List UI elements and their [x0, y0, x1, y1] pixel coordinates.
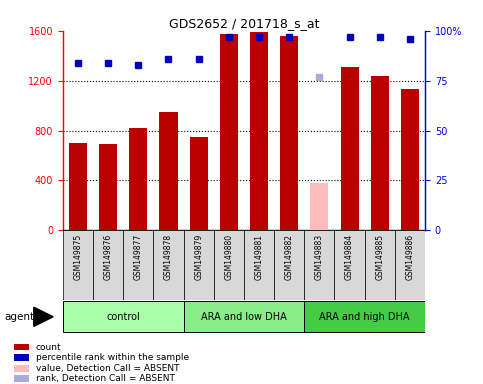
- Bar: [14, 365, 29, 372]
- Bar: [69, 143, 87, 230]
- Bar: [129, 128, 147, 230]
- Title: GDS2652 / 201718_s_at: GDS2652 / 201718_s_at: [169, 17, 319, 30]
- Text: GSM149880: GSM149880: [224, 234, 233, 280]
- Bar: [304, 301, 425, 332]
- Bar: [244, 230, 274, 300]
- Text: count: count: [36, 343, 61, 351]
- Text: control: control: [106, 312, 140, 322]
- Bar: [371, 76, 389, 230]
- Text: GSM149878: GSM149878: [164, 234, 173, 280]
- Bar: [395, 230, 425, 300]
- Text: percentile rank within the sample: percentile rank within the sample: [36, 353, 189, 362]
- Text: GSM149879: GSM149879: [194, 234, 203, 280]
- Bar: [365, 230, 395, 300]
- Bar: [93, 230, 123, 300]
- Text: rank, Detection Call = ABSENT: rank, Detection Call = ABSENT: [36, 374, 175, 383]
- Bar: [123, 230, 154, 300]
- Text: ARA and low DHA: ARA and low DHA: [201, 312, 287, 322]
- Bar: [184, 301, 304, 332]
- Bar: [184, 230, 213, 300]
- Text: GSM149876: GSM149876: [103, 234, 113, 280]
- Text: GSM149886: GSM149886: [405, 234, 414, 280]
- Text: ARA and high DHA: ARA and high DHA: [319, 312, 410, 322]
- Text: GSM149882: GSM149882: [284, 234, 294, 280]
- Bar: [304, 230, 334, 300]
- Text: GSM149877: GSM149877: [134, 234, 143, 280]
- Bar: [334, 230, 365, 300]
- Text: GSM149885: GSM149885: [375, 234, 384, 280]
- Text: agent: agent: [5, 312, 35, 322]
- Bar: [280, 36, 298, 230]
- Bar: [220, 35, 238, 230]
- Bar: [154, 230, 184, 300]
- Text: GSM149884: GSM149884: [345, 234, 354, 280]
- Bar: [401, 89, 419, 230]
- Bar: [274, 230, 304, 300]
- Bar: [63, 301, 184, 332]
- Bar: [159, 112, 178, 230]
- Bar: [14, 354, 29, 361]
- Text: value, Detection Call = ABSENT: value, Detection Call = ABSENT: [36, 364, 179, 372]
- Bar: [311, 183, 328, 230]
- Bar: [63, 230, 93, 300]
- Bar: [250, 32, 268, 230]
- Bar: [213, 230, 244, 300]
- Bar: [14, 344, 29, 351]
- Bar: [14, 375, 29, 382]
- Text: GSM149881: GSM149881: [255, 234, 264, 280]
- Bar: [341, 67, 358, 230]
- Bar: [99, 144, 117, 230]
- Text: GSM149875: GSM149875: [73, 234, 83, 280]
- Text: GSM149883: GSM149883: [315, 234, 324, 280]
- Bar: [189, 137, 208, 230]
